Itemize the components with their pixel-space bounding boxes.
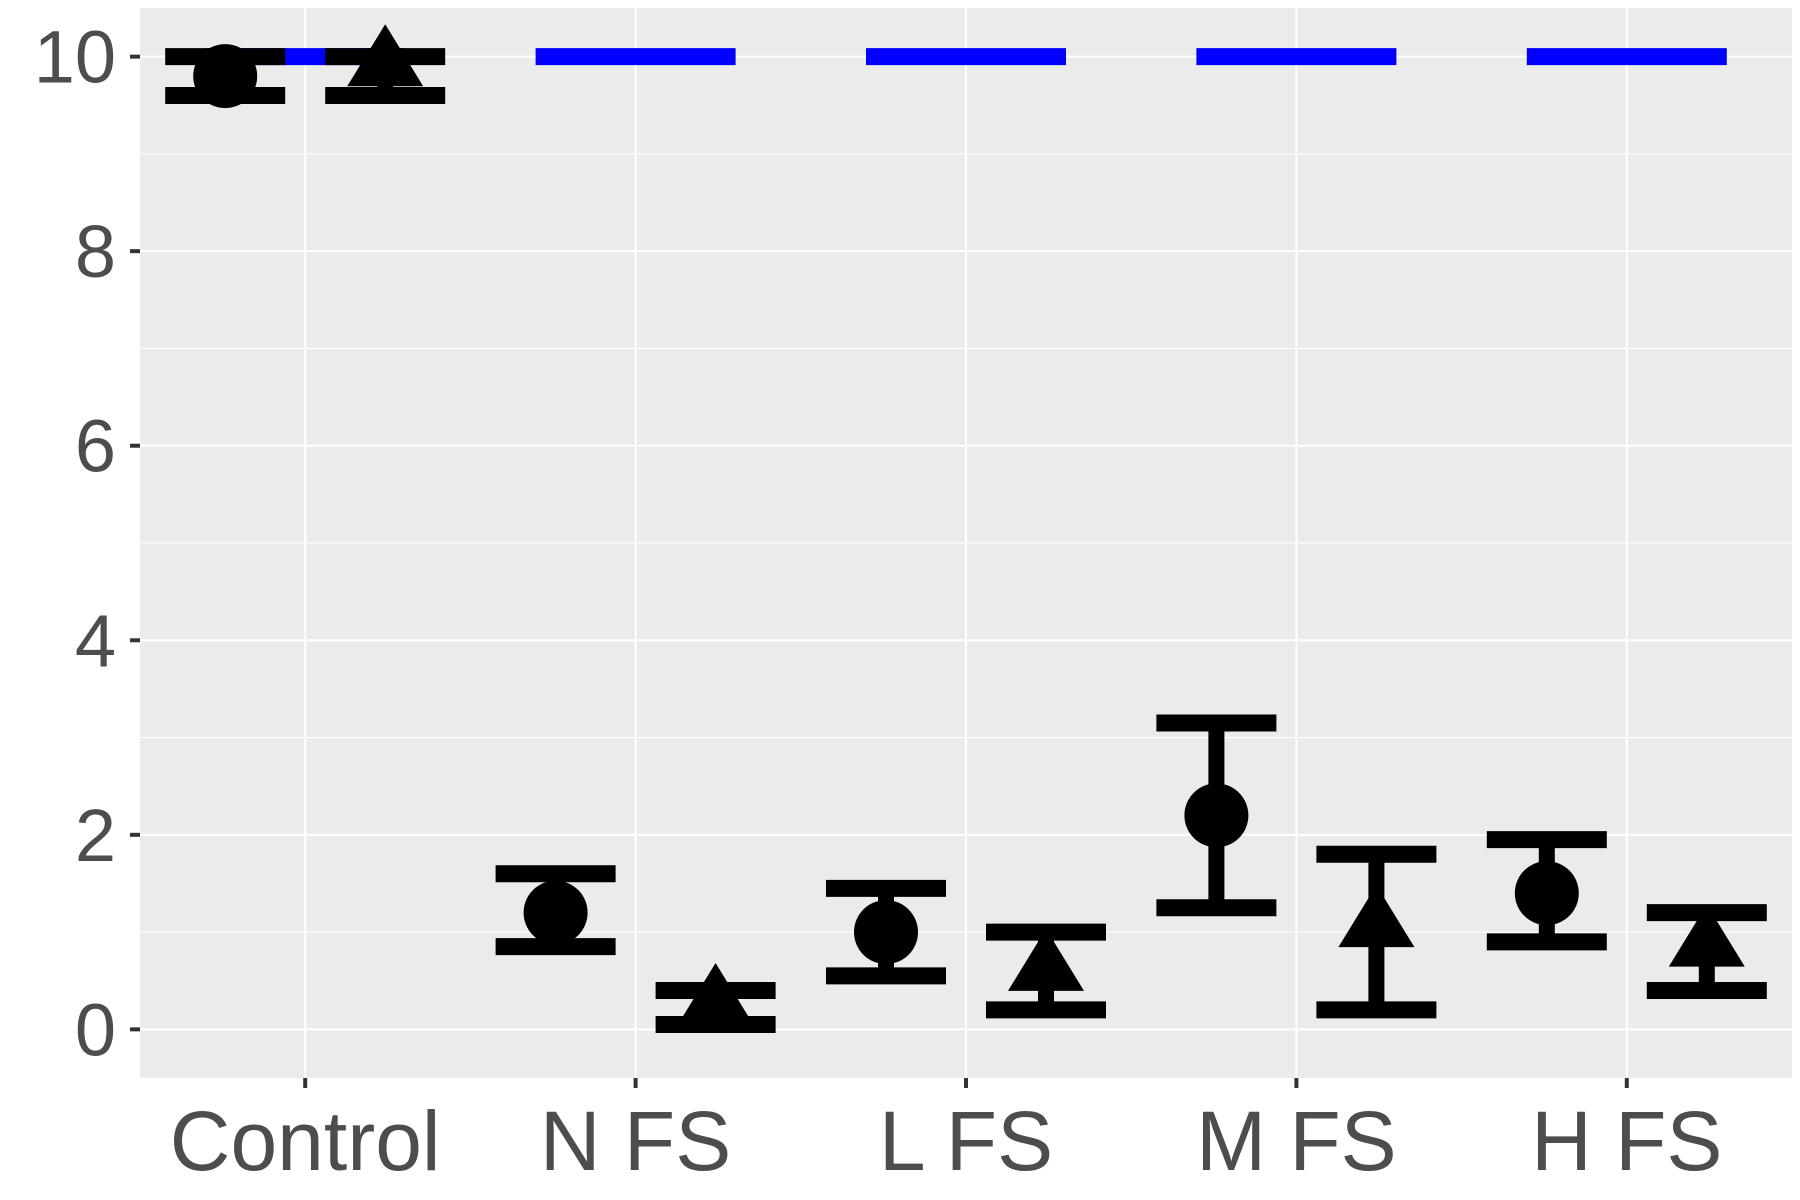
point-circle bbox=[854, 900, 918, 965]
error-bar-group bbox=[655, 962, 776, 1033]
y-tick-label: 2 bbox=[75, 794, 116, 877]
point-circle bbox=[1184, 783, 1249, 848]
point-triangle bbox=[1008, 928, 1084, 991]
x-tick-label: H FS bbox=[1531, 1094, 1722, 1188]
x-tick-label: M FS bbox=[1196, 1094, 1397, 1188]
y-tick-label: 8 bbox=[75, 210, 116, 293]
y-axis: 0 2 4 6 8 10 bbox=[34, 16, 140, 1071]
error-bar-group bbox=[1156, 714, 1277, 917]
error-bar-group bbox=[1316, 845, 1437, 1019]
point-circle bbox=[1514, 861, 1579, 926]
point-triangle bbox=[1338, 885, 1415, 948]
data-marks bbox=[165, 24, 1767, 1033]
error-bar-group bbox=[1646, 904, 1767, 999]
point-circle bbox=[523, 880, 588, 945]
error-bar-group bbox=[826, 879, 946, 985]
error-bar-group bbox=[495, 865, 616, 956]
x-tick-label: Control bbox=[170, 1094, 441, 1188]
error-bar-group bbox=[325, 24, 446, 105]
y-tick-label: 0 bbox=[75, 988, 116, 1071]
x-tick-label: N FS bbox=[540, 1094, 731, 1188]
error-bar-group bbox=[1486, 831, 1607, 951]
x-tick-label: L FS bbox=[879, 1094, 1053, 1188]
y-tick-label: 10 bbox=[34, 16, 116, 99]
x-axis: Control N FS L FS M FS H FS bbox=[170, 1078, 1722, 1188]
point-triangle bbox=[347, 24, 424, 87]
y-tick-label: 4 bbox=[75, 599, 116, 682]
point-circle bbox=[193, 44, 258, 109]
error-bar-group bbox=[165, 44, 286, 109]
point-triangle bbox=[677, 962, 754, 1025]
error-bar-group bbox=[986, 923, 1106, 1019]
point-triangle bbox=[1668, 904, 1745, 967]
y-tick-label: 6 bbox=[75, 405, 116, 488]
